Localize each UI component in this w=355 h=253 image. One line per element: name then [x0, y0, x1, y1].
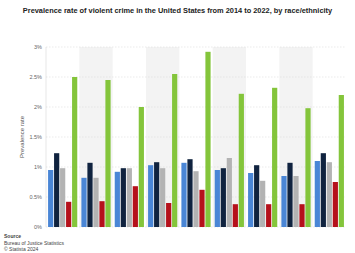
bar — [266, 204, 271, 227]
bar — [72, 77, 77, 227]
bar — [87, 163, 92, 227]
bar — [154, 162, 159, 227]
bar — [193, 171, 198, 227]
bars — [48, 52, 344, 227]
bar — [93, 178, 98, 227]
y-axis-label: Prevalence rate — [19, 115, 25, 158]
bar — [321, 153, 326, 227]
bar — [333, 182, 338, 227]
bar — [105, 80, 110, 227]
bar — [281, 176, 286, 227]
bar — [205, 52, 210, 227]
bar — [327, 162, 332, 227]
y-tick-label: 3% — [34, 44, 42, 50]
grid-line — [46, 137, 346, 138]
grid-line — [46, 107, 346, 108]
bar — [160, 168, 165, 227]
bar — [127, 168, 132, 227]
bar — [66, 202, 71, 227]
bar — [81, 178, 86, 227]
bar — [254, 165, 259, 227]
bar — [227, 158, 232, 227]
bar — [299, 204, 304, 227]
bar — [339, 95, 344, 227]
copyright: © Statista 2024 — [4, 246, 38, 252]
bar — [272, 88, 277, 227]
bar — [293, 176, 298, 227]
bar — [172, 74, 177, 227]
chart: Prevalence rate of violent crime in the … — [0, 0, 355, 253]
bar — [199, 190, 204, 227]
bar — [181, 163, 186, 227]
bar — [48, 170, 53, 227]
bar — [148, 165, 153, 227]
bar — [139, 107, 144, 227]
bar — [239, 94, 244, 227]
bar — [233, 204, 238, 227]
y-axis — [46, 47, 47, 227]
bar — [221, 168, 226, 227]
bar — [315, 161, 320, 227]
y-tick-label: 2.5% — [29, 74, 42, 80]
y-tick-label: 2% — [34, 104, 42, 110]
bar — [121, 168, 126, 227]
y-tick-label: 0.5% — [29, 194, 42, 200]
source-label: Source — [4, 233, 21, 239]
y-tick-label: 0% — [34, 224, 42, 230]
bar — [260, 181, 265, 227]
bar — [305, 108, 310, 227]
bar — [187, 159, 192, 227]
bar — [166, 203, 171, 227]
bar — [248, 173, 253, 227]
bar — [60, 168, 65, 227]
y-tick-label: 1% — [34, 164, 42, 170]
bar — [215, 170, 220, 227]
y-tick-label: 1.5% — [29, 134, 42, 140]
bar — [115, 172, 120, 227]
bar — [133, 186, 138, 227]
bar — [287, 163, 292, 227]
bar — [54, 153, 59, 227]
grid-line — [46, 77, 346, 78]
title: Prevalence rate of violent crime in the … — [23, 6, 333, 15]
grid-line — [46, 47, 346, 48]
bar — [99, 201, 104, 227]
band — [79, 47, 112, 227]
